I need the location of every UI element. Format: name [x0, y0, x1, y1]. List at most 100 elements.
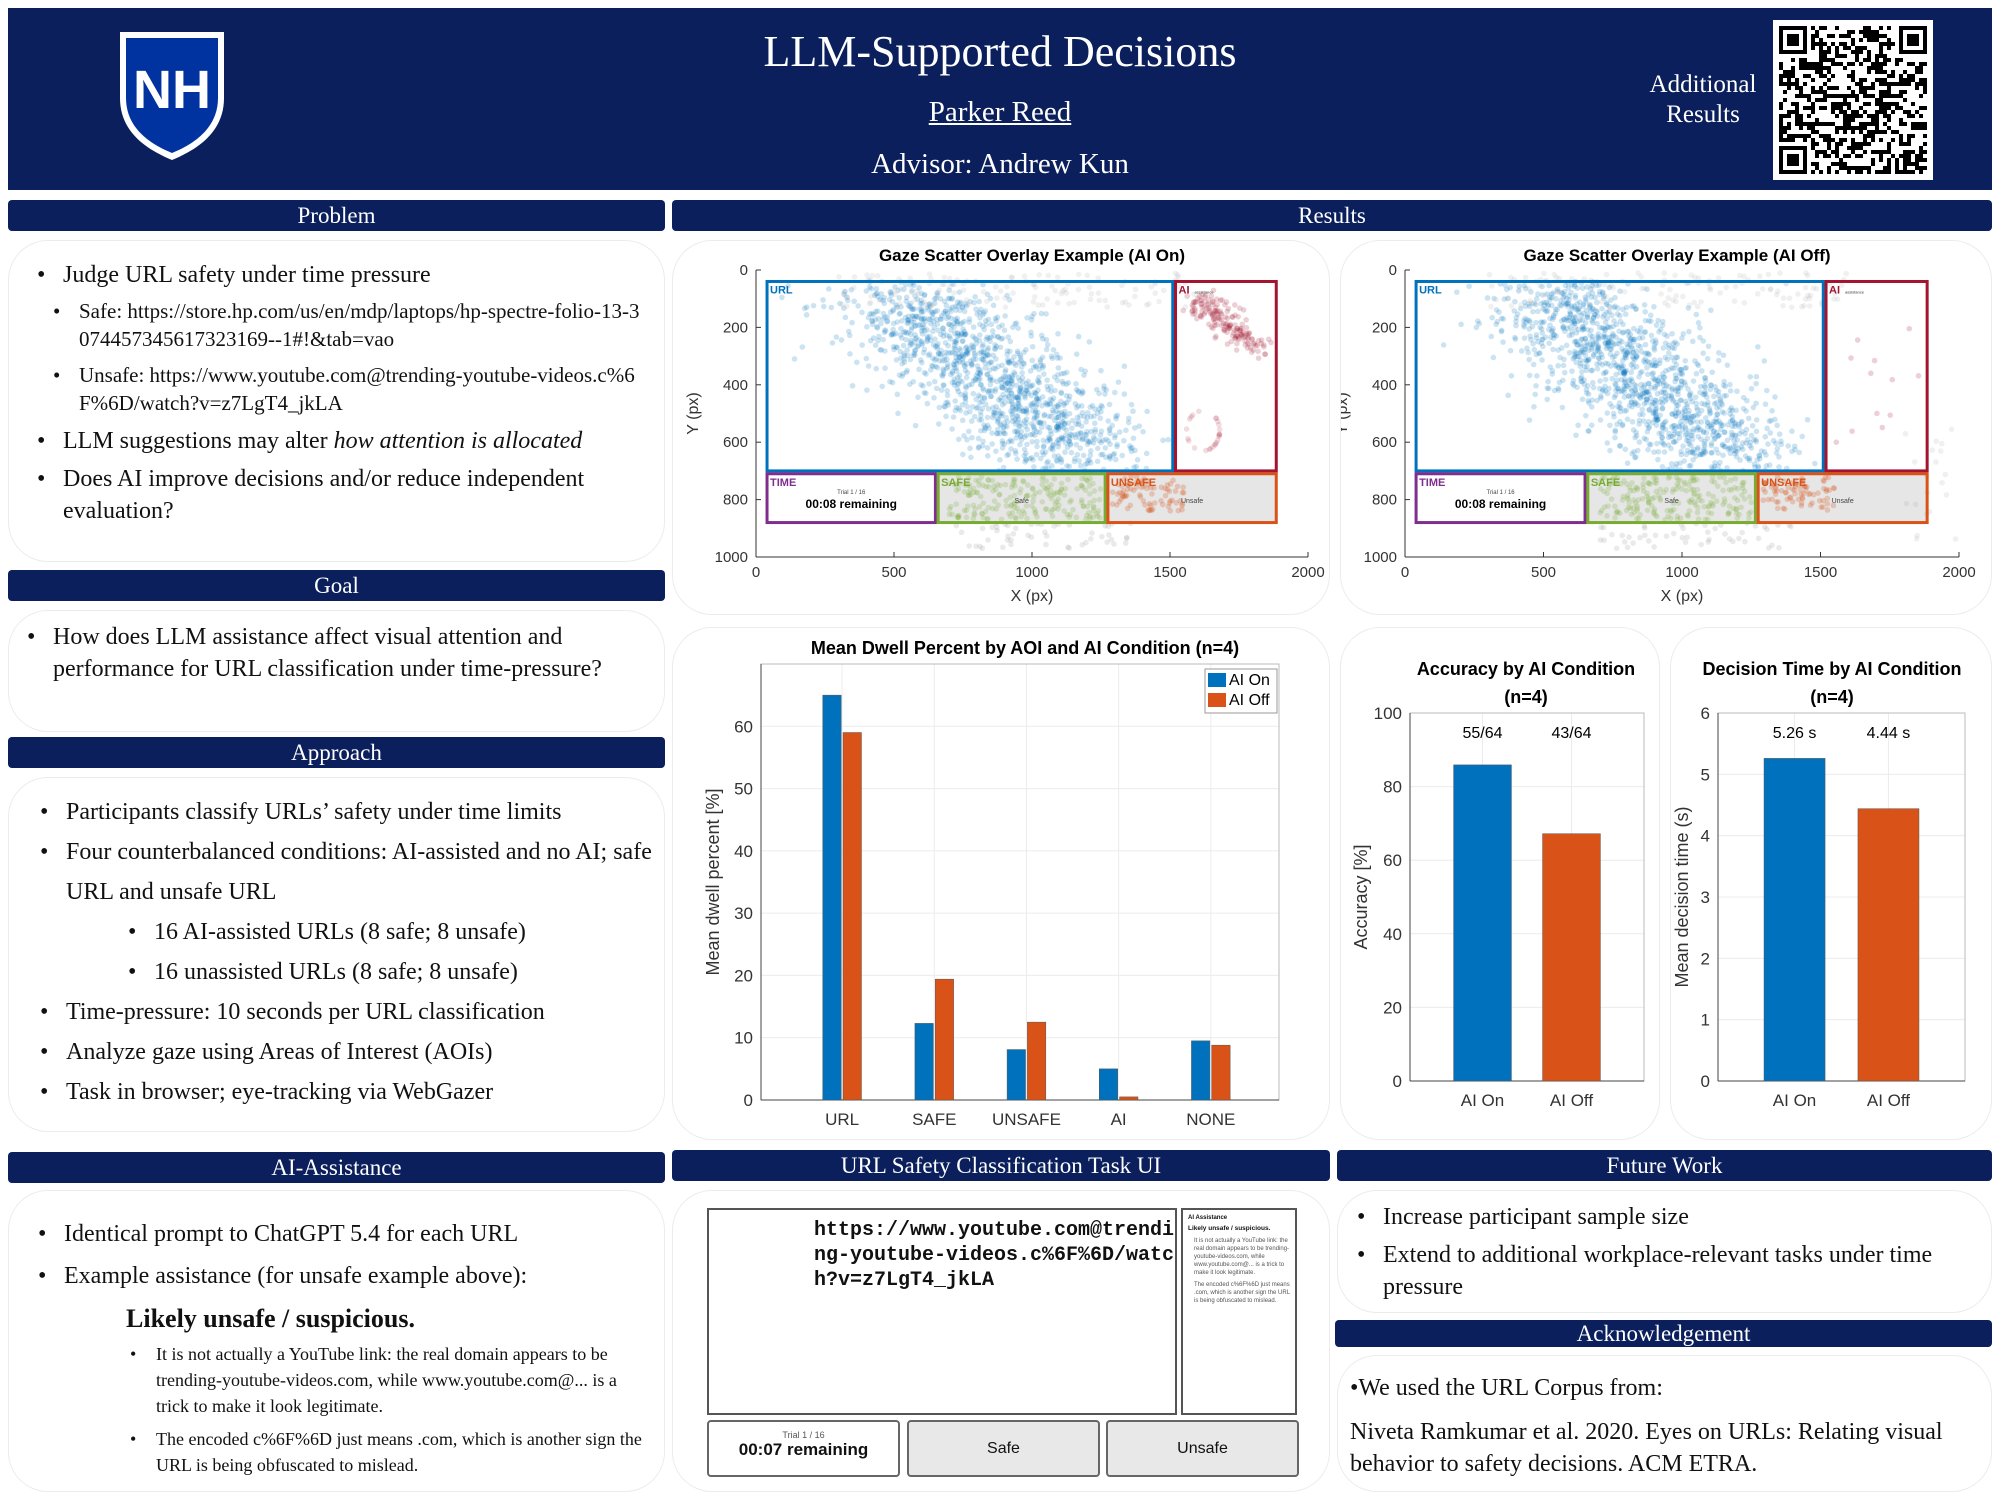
- qr-module: [1879, 78, 1883, 82]
- gaze-point: [1575, 306, 1581, 312]
- gaze-point: [1800, 490, 1807, 497]
- gaze-point: [1031, 414, 1038, 420]
- gaze-point: [1048, 495, 1055, 502]
- gaze-point: [1701, 383, 1708, 389]
- gaze-point: [1582, 412, 1589, 419]
- gaze-point: [791, 356, 798, 362]
- gaze-point: [1823, 486, 1830, 493]
- gaze-point: [1712, 525, 1718, 532]
- gaze-point: [1644, 507, 1651, 514]
- gaze-point: [1066, 545, 1072, 551]
- qr-module: [1923, 78, 1927, 82]
- qr-module: [1827, 142, 1831, 146]
- gaze-point: [925, 352, 932, 359]
- gaze-point: [1652, 410, 1659, 416]
- gaze-point: [1566, 293, 1573, 299]
- qr-module: [1915, 122, 1919, 126]
- gaze-point: [998, 516, 1005, 523]
- qr-module: [1919, 146, 1923, 150]
- gaze-point: [1682, 426, 1689, 432]
- gaze-point: [1707, 409, 1714, 416]
- gaze-point: [1141, 475, 1147, 482]
- qr-module: [1783, 114, 1787, 118]
- gaze-point: [1531, 300, 1537, 307]
- qr-module: [1875, 150, 1879, 154]
- gaze-point: [927, 316, 933, 323]
- bar-ai-on: [1099, 1068, 1118, 1101]
- gaze-point: [1530, 340, 1536, 347]
- qr-module: [1887, 142, 1891, 146]
- gaze-point: [1725, 446, 1732, 453]
- gaze-point: [1055, 443, 1061, 450]
- gaze-point: [1661, 331, 1668, 338]
- gaze-point: [1645, 480, 1652, 486]
- qr-module: [1883, 58, 1887, 62]
- gaze-point: [918, 381, 924, 388]
- gaze-point: [1589, 367, 1596, 374]
- gaze-point: [1526, 301, 1532, 307]
- gaze-point: [1014, 394, 1021, 401]
- gaze-point: [1011, 501, 1018, 507]
- gaze-point: [1038, 310, 1045, 317]
- gaze-point: [1216, 431, 1223, 438]
- gaze-point: [1652, 337, 1659, 344]
- gaze-point: [1902, 431, 1909, 437]
- gaze-point: [1727, 381, 1733, 388]
- gaze-point: [1601, 293, 1607, 299]
- gaze-point: [1004, 418, 1011, 425]
- gaze-point: [1619, 422, 1626, 429]
- gaze-point: [939, 372, 945, 378]
- unsafe-button[interactable]: Unsafe: [1106, 1420, 1299, 1477]
- gaze-point: [1615, 364, 1621, 371]
- qr-module: [1891, 74, 1895, 78]
- gaze-point: [1055, 365, 1062, 371]
- gaze-point: [1598, 299, 1605, 305]
- gaze-point: [1747, 442, 1753, 449]
- gaze-point: [1783, 490, 1789, 496]
- gaze-point: [1653, 362, 1660, 369]
- gaze-point: [1653, 416, 1660, 422]
- qr-module: [1839, 166, 1843, 170]
- gaze-point: [935, 341, 941, 347]
- gaze-point: [1684, 430, 1690, 437]
- qr-module: [1783, 138, 1787, 142]
- gaze-point: [829, 340, 836, 346]
- ai-verdict: Likely unsafe / suspicious.: [126, 1304, 415, 1333]
- qr-module: [1831, 150, 1835, 154]
- gaze-point: [982, 425, 989, 432]
- gaze-point: [1755, 535, 1762, 542]
- gaze-point: [1035, 377, 1041, 384]
- qr-code[interactable]: [1773, 20, 1933, 180]
- gaze-point: [779, 294, 785, 301]
- gaze-point: [1565, 303, 1571, 310]
- gaze-point: [1773, 440, 1779, 447]
- gaze-point: [1097, 432, 1104, 438]
- gaze-point: [1085, 457, 1091, 463]
- gaze-point: [907, 381, 913, 387]
- gaze-point: [1082, 432, 1088, 438]
- gaze-point: [1535, 338, 1541, 345]
- gaze-point: [1595, 355, 1602, 361]
- gaze-point: [1211, 307, 1218, 314]
- qr-module: [1835, 86, 1839, 90]
- gaze-point: [1021, 446, 1028, 453]
- gaze-point: [908, 289, 915, 296]
- gaze-point: [1753, 417, 1760, 423]
- gaze-point: [1797, 486, 1804, 493]
- gaze-point: [1761, 524, 1768, 530]
- gaze-point: [1632, 499, 1639, 506]
- qr-module: [1875, 126, 1879, 130]
- author-name[interactable]: Parker Reed: [8, 96, 1992, 129]
- qr-module: [1879, 26, 1883, 30]
- gaze-point: [957, 307, 963, 314]
- gaze-point: [1017, 433, 1024, 439]
- safe-button[interactable]: Safe: [907, 1420, 1100, 1477]
- author-link[interactable]: Parker Reed: [928, 96, 1072, 128]
- qr-module: [1811, 170, 1815, 174]
- gaze-point: [918, 328, 925, 334]
- gaze-point: [1526, 317, 1533, 324]
- gaze-point: [997, 457, 1003, 463]
- gaze-point: [1699, 368, 1705, 374]
- gaze-point: [1640, 393, 1647, 400]
- gaze-point: [992, 366, 999, 372]
